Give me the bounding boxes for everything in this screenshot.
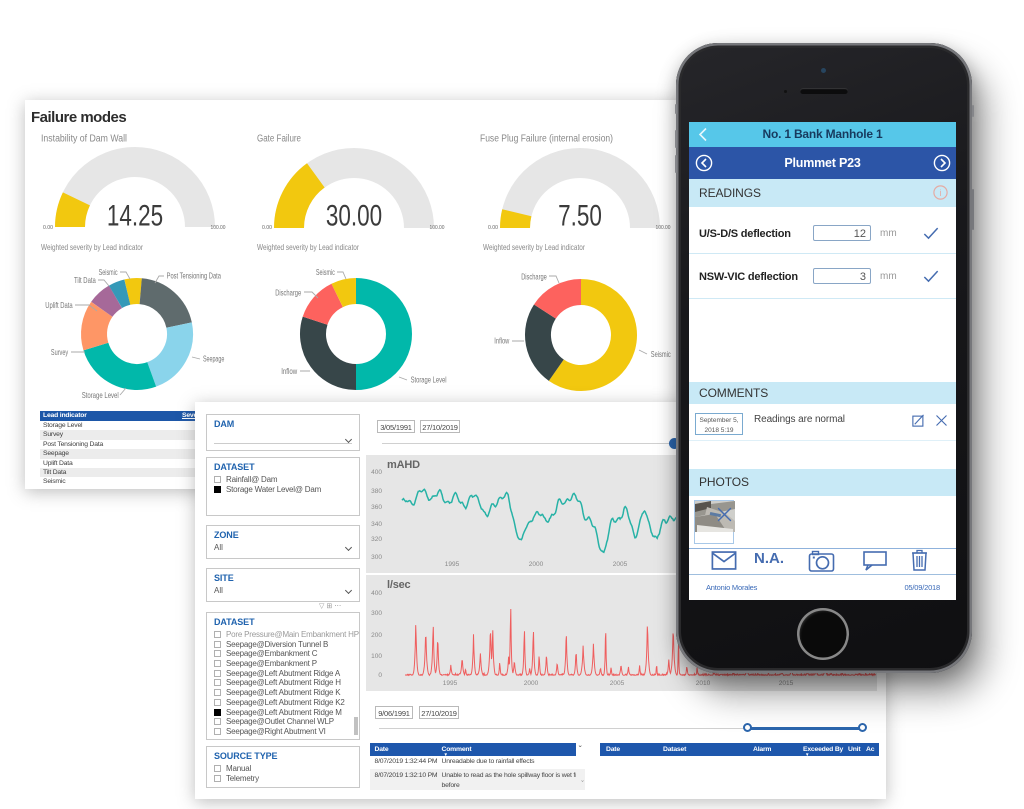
- svg-text:Storage Level: Storage Level: [411, 375, 447, 385]
- svg-text:Inflow: Inflow: [281, 366, 298, 376]
- svg-text:Seepage: Seepage: [203, 354, 224, 364]
- svg-text:100.00: 100.00: [656, 225, 671, 231]
- svg-text:Seismic: Seismic: [316, 267, 335, 277]
- svg-text:Weighted severity by Lead indi: Weighted severity by Lead indicator: [41, 242, 143, 252]
- svg-text:Gate Failure: Gate Failure: [257, 134, 301, 145]
- svg-text:Weighted severity by Lead indi: Weighted severity by Lead indicator: [483, 242, 585, 252]
- svg-text:Seismic: Seismic: [651, 349, 671, 359]
- svg-text:0.00: 0.00: [262, 225, 272, 231]
- svg-text:Post Tensioning Data: Post Tensioning Data: [167, 271, 222, 281]
- svg-text:Fuse Plug Failure (internal er: Fuse Plug Failure (internal erosion): [480, 134, 613, 145]
- svg-text:Weighted severity by Lead indi: Weighted severity by Lead indicator: [257, 242, 359, 252]
- svg-text:100.00: 100.00: [211, 225, 226, 231]
- svg-text:Tilt Data: Tilt Data: [74, 275, 96, 285]
- svg-text:Discharge: Discharge: [521, 271, 547, 281]
- svg-text:30.00: 30.00: [326, 198, 382, 232]
- svg-text:Survey: Survey: [51, 347, 69, 357]
- svg-text:100.00: 100.00: [430, 225, 445, 231]
- svg-text:Inflow: Inflow: [494, 336, 510, 346]
- svg-text:7.50: 7.50: [558, 198, 602, 232]
- svg-text:0.00: 0.00: [488, 225, 498, 231]
- svg-text:i: i: [940, 188, 942, 198]
- svg-text:Discharge: Discharge: [275, 287, 301, 297]
- svg-text:14.25: 14.25: [107, 198, 163, 232]
- svg-text:Storage Level: Storage Level: [82, 390, 119, 400]
- svg-text:Instability of Dam Wall: Instability of Dam Wall: [41, 134, 127, 145]
- svg-text:0.00: 0.00: [43, 225, 53, 231]
- svg-text:Uplift Data: Uplift Data: [45, 300, 73, 310]
- svg-text:Seismic: Seismic: [99, 267, 118, 277]
